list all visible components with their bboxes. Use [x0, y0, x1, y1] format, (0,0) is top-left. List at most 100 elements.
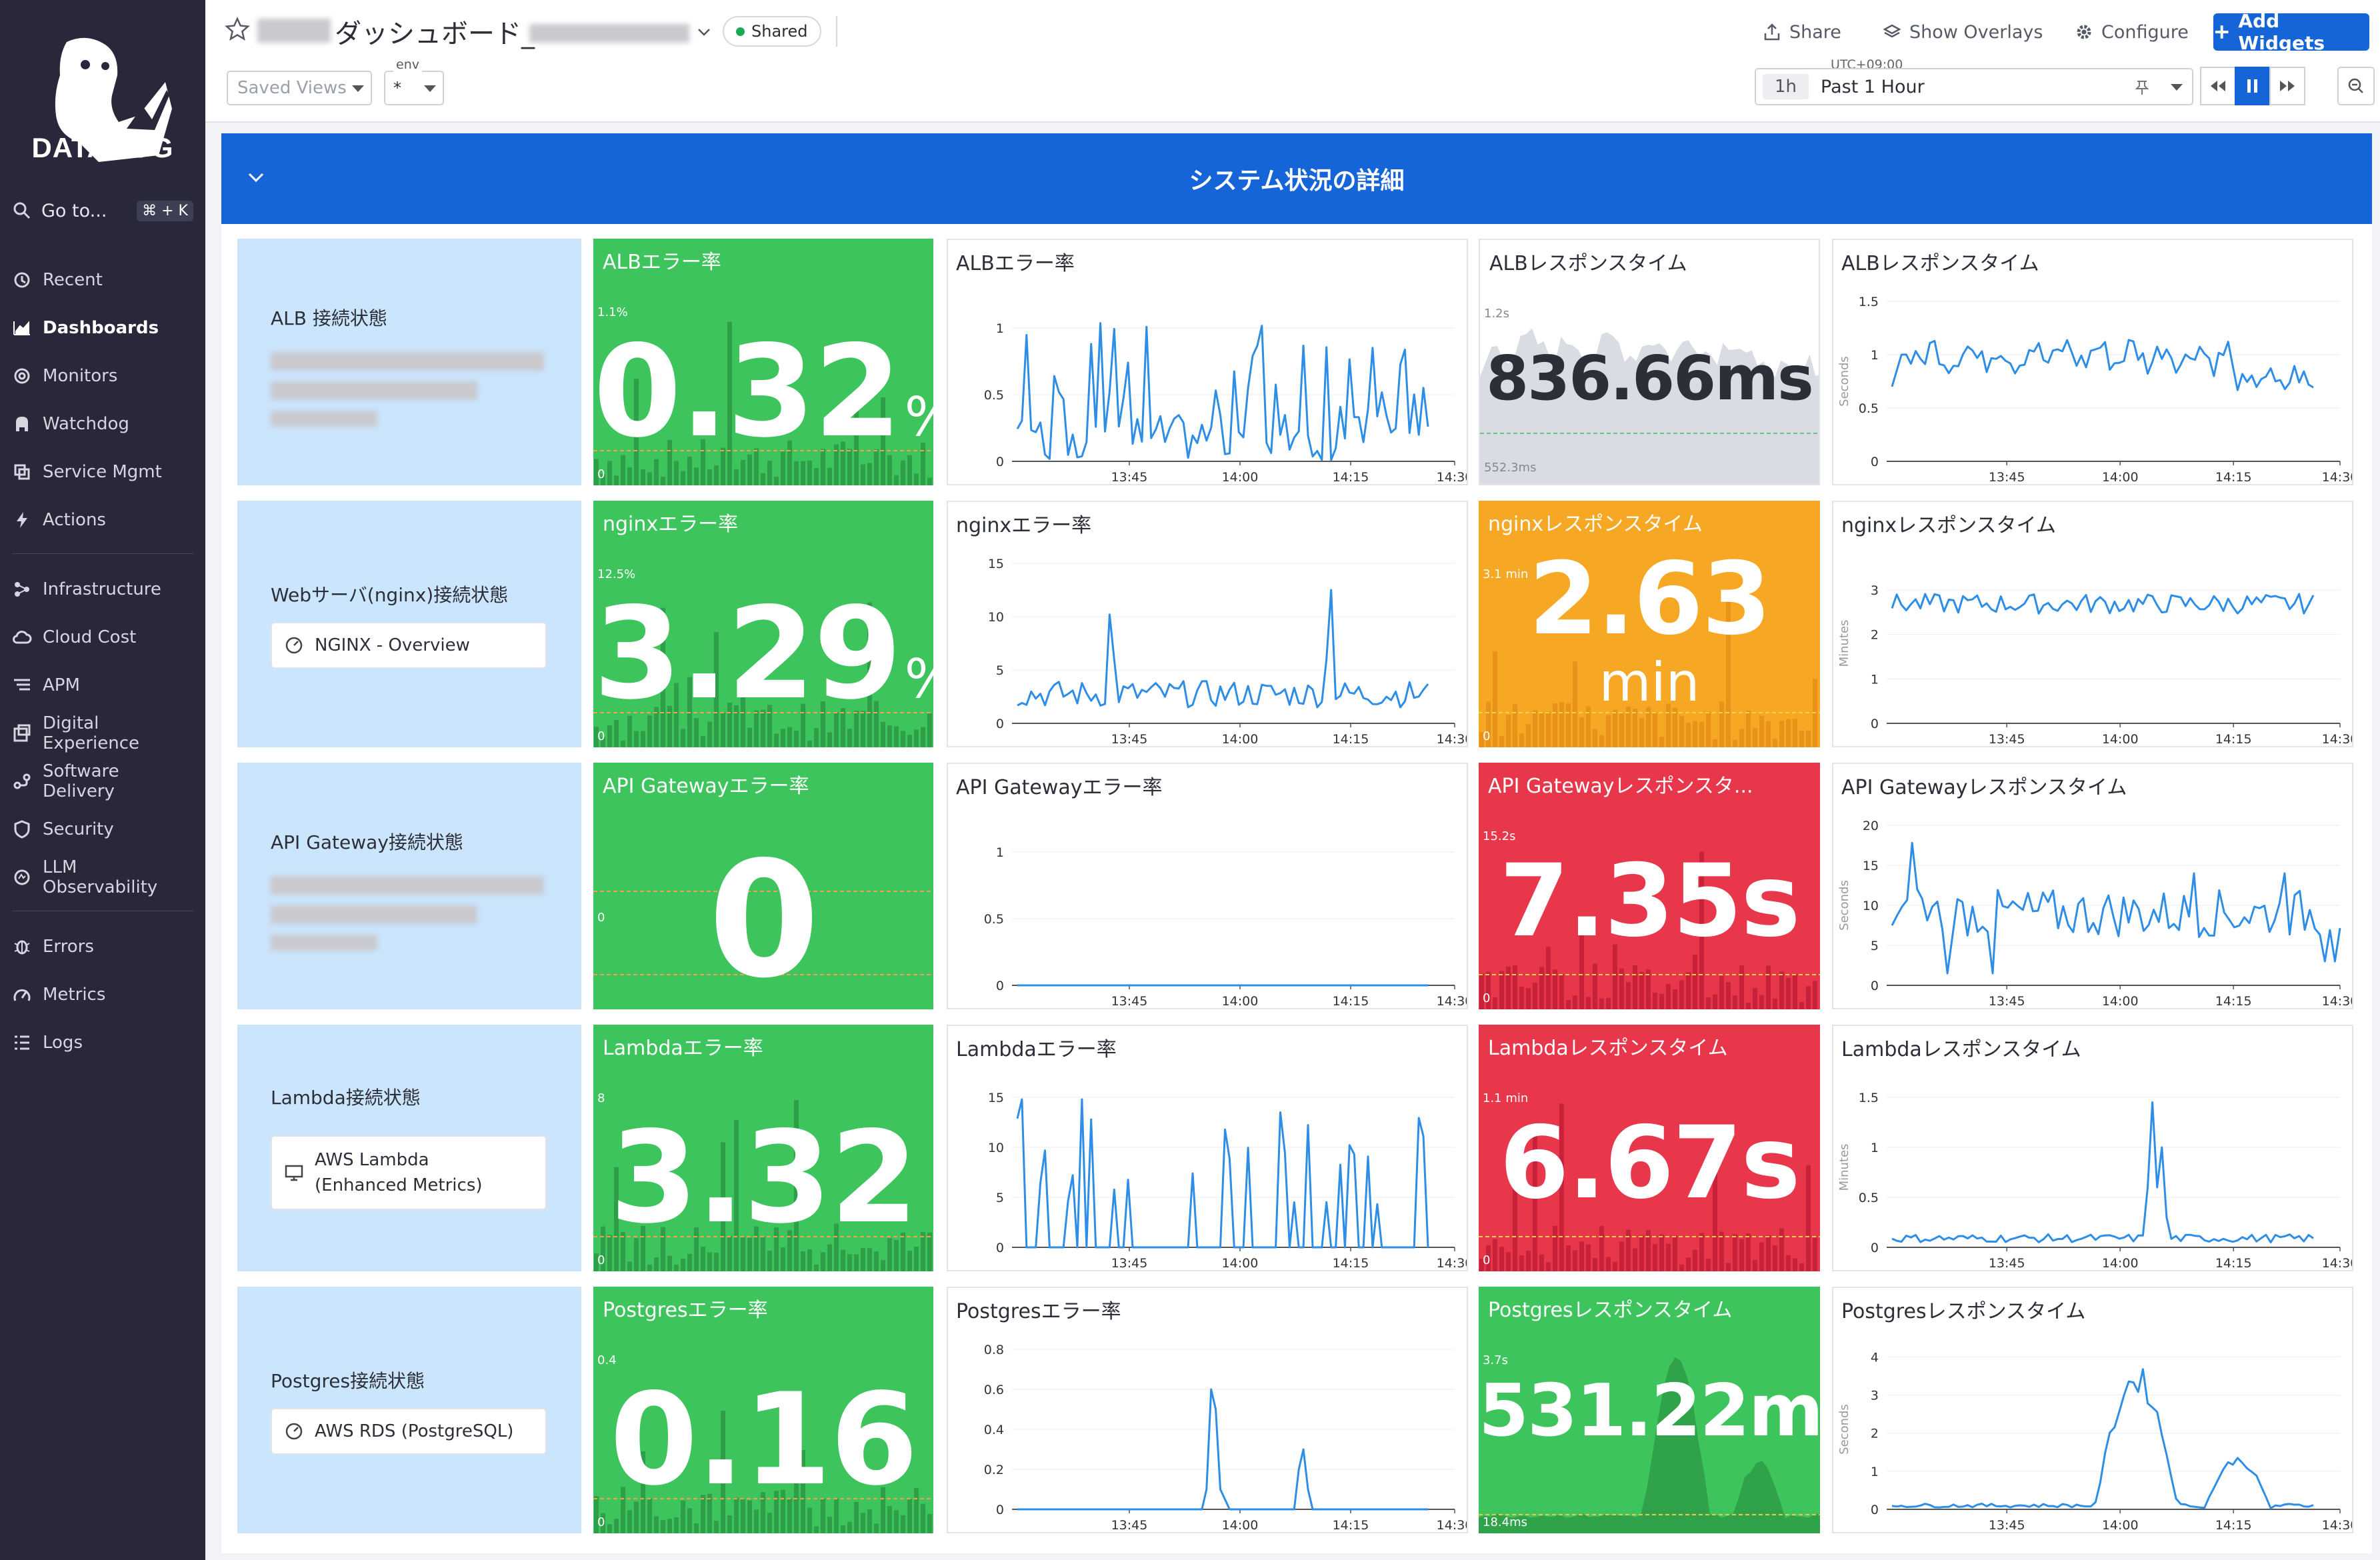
query-value-widget[interactable]: Postgresレスポンスタイム 3.7s 18.4ms 531.22ms [1479, 1287, 1820, 1533]
series-line[interactable] [1891, 1368, 2314, 1509]
widget-title[interactable]: Lambdaエラー率 [956, 1038, 1117, 1061]
sidebar-item-infrastructure[interactable]: Infrastructure [12, 571, 193, 608]
timeseries-widget[interactable]: API Gatewayレスポンスタイム 20 15 10 5 0 Seconds 13:45 1… [1832, 763, 2353, 1009]
widget-title[interactable]: API Gatewayレスポンスタイム [1841, 776, 2127, 799]
series-line[interactable] [1891, 841, 2341, 975]
sidebar-item-digital-experience[interactable]: Digital Experience [12, 713, 193, 753]
query-value-widget[interactable]: ALBレスポンスタイム 1.2s 552.3ms 836.66ms [1479, 239, 1820, 485]
query-value-widget[interactable]: Lambdaエラー率 8 0 3.32 [593, 1025, 933, 1271]
chevron-down-icon[interactable] [696, 25, 712, 39]
sidebar-item-security[interactable]: Security [12, 811, 193, 848]
datadog-logo-icon[interactable] [20, 12, 187, 172]
widget-title[interactable]: nginxレスポンスタイム [1488, 513, 1703, 536]
timeseries-widget[interactable]: Postgresエラー率 0.8 0.6 0.4 0.2 0 13:45 14:00 14:15… [947, 1287, 1468, 1533]
sidebar-item-dashboards[interactable]: Dashboards [12, 309, 193, 347]
widget-title[interactable]: ALBレスポンスタイム [1489, 252, 1687, 275]
saved-views-select[interactable]: Saved Views [227, 71, 372, 105]
note-link-button[interactable]: AWS RDS (PostgreSQL) [271, 1408, 547, 1455]
share-button[interactable]: Share [1763, 17, 1841, 47]
query-value-widget[interactable]: Lambdaレスポンスタイム 1.1 min 0 6.67s [1479, 1025, 1820, 1271]
query-value-widget[interactable]: nginxレスポンスタイム 3.1 min 0 2.63 min [1479, 501, 1820, 747]
timeseries-chart[interactable]: 3 2 1 0 Minutes 13:45 14:00 14:15 14:30 [1833, 502, 2353, 747]
series-line[interactable] [1017, 1388, 1428, 1511]
sparkline-bar [1639, 972, 1644, 1009]
timeseries-chart[interactable]: 15 10 5 0 13:45 14:00 14:15 14:30 [948, 1026, 1468, 1271]
timeseries-widget[interactable]: nginxレスポンスタイム 3 2 1 0 Minutes 13:45 14:00 14:15 1… [1832, 501, 2353, 747]
widget-title[interactable]: API Gatewayエラー率 [603, 775, 809, 798]
show-overlays-button[interactable]: Show Overlays [1883, 17, 2043, 47]
star-icon[interactable] [224, 16, 251, 43]
widget-title[interactable]: Postgresレスポンスタイム [1488, 1299, 1733, 1322]
sidebar-item-llm-observability[interactable]: LLM Observability [12, 857, 193, 897]
widget-title[interactable]: nginxレスポンスタイム [1841, 514, 2056, 537]
widget-title[interactable]: Postgresエラー率 [603, 1299, 768, 1322]
widget-title[interactable]: Lambdaレスポンスタイム [1488, 1037, 1728, 1060]
widget-title[interactable]: Postgresエラー率 [956, 1300, 1121, 1323]
series-line[interactable] [1891, 339, 2314, 391]
sidebar-item-recent[interactable]: Recent [12, 261, 193, 299]
widget-title[interactable]: ALBエラー率 [956, 252, 1075, 275]
sidebar-item-actions[interactable]: Actions [12, 501, 193, 539]
note-link-button[interactable]: AWS Lambda (Enhanced Metrics) [271, 1135, 547, 1210]
sidebar-item-software-delivery[interactable]: Software Delivery [12, 761, 193, 801]
timeseries-widget[interactable]: ALBレスポンスタイム 1.5 1 0.5 0 Seconds 13:45 14:00 14:1… [1832, 239, 2353, 485]
series-line[interactable] [1016, 322, 1429, 461]
widget-title[interactable]: Lambdaレスポンスタイム [1841, 1038, 2081, 1061]
series-line[interactable] [1891, 1101, 2314, 1243]
sidebar-item-metrics[interactable]: Metrics [12, 976, 193, 1013]
widget-title[interactable]: nginxエラー率 [603, 513, 739, 536]
forward-button[interactable] [2269, 67, 2305, 105]
chevron-down-icon[interactable] [244, 165, 268, 189]
series-line[interactable] [1891, 593, 2315, 615]
rewind-button[interactable] [2200, 67, 2236, 105]
timeseries-chart[interactable]: 20 15 10 5 0 Seconds 13:45 14:00 14:15 14:30 [1833, 764, 2353, 1009]
query-value-widget[interactable]: API Gatewayレスポンスタ... 15.2s 0 7.35s [1479, 763, 1820, 1009]
timeseries-chart[interactable]: 4 3 2 1 0 Seconds 13:45 14:00 14:15 14:30 [1833, 1288, 2353, 1533]
env-select[interactable]: * [384, 71, 444, 105]
sidebar-item-service-mgmt[interactable]: Service Mgmt [12, 453, 193, 491]
configure-button[interactable]: Configure [2075, 17, 2189, 47]
time-picker[interactable]: 1h Past 1 Hour [1755, 68, 2193, 105]
sidebar-item-errors[interactable]: Errors [12, 928, 193, 965]
timeseries-chart[interactable]: 1.5 1 0.5 0 Seconds 13:45 14:00 14:15 14:30 [1833, 240, 2353, 485]
timeseries-widget[interactable]: nginxエラー率 15 10 5 0 13:45 14:00 14:15 14:30 [947, 501, 1468, 747]
timeseries-widget[interactable]: Lambdaレスポンスタイム 1.5 1 0.5 0 Minutes 13:45 14:00 1… [1832, 1025, 2353, 1271]
goto-search[interactable]: Go to... ⌘ + K [12, 195, 193, 227]
timeseries-chart[interactable]: 1.5 1 0.5 0 Minutes 13:45 14:00 14:15 14:30 [1833, 1026, 2353, 1271]
timeseries-chart[interactable]: 1 0.5 0 13:45 14:00 14:15 14:30 [948, 240, 1468, 485]
pause-button[interactable] [2235, 67, 2271, 105]
widget-title[interactable]: Lambdaエラー率 [603, 1037, 763, 1060]
series-line[interactable] [1017, 589, 1429, 709]
pin-icon[interactable] [2133, 79, 2151, 96]
note-link-button[interactable]: NGINX - Overview [271, 622, 547, 669]
zoom-out-button[interactable] [2337, 67, 2375, 105]
timeseries-widget[interactable]: ALBエラー率 1 0.5 0 13:45 14:00 14:15 14:30 [947, 239, 1468, 485]
widget-title[interactable]: Postgresレスポンスタイム [1841, 1300, 2086, 1323]
widget-title[interactable]: API Gatewayレスポンスタ... [1488, 775, 1753, 798]
timeseries-chart[interactable]: 15 10 5 0 13:45 14:00 14:15 14:30 [948, 502, 1468, 747]
dashboard-title[interactable]: ダッシュボード_ [335, 19, 535, 49]
group-header[interactable]: システム状況の詳細 [221, 133, 2372, 224]
timeseries-widget[interactable]: API Gatewayエラー率 1 0.5 0 13:45 14:00 14:15 14:30 [947, 763, 1468, 1009]
shared-badge[interactable]: Shared [723, 16, 821, 47]
timeseries-widget[interactable]: Postgresレスポンスタイム 4 3 2 1 0 Seconds 13:45 14:00 14… [1832, 1287, 2353, 1533]
query-value-widget[interactable]: API Gatewayエラー率 0 0 [593, 763, 933, 1009]
sidebar-item-apm[interactable]: APM [12, 667, 193, 704]
timeseries-chart[interactable]: 1 0.5 0 13:45 14:00 14:15 14:30 [948, 764, 1468, 1009]
add-widgets-button[interactable]: Add Widgets [2213, 10, 2369, 54]
series-line[interactable] [1016, 1098, 1429, 1249]
timeseries-widget[interactable]: Lambdaエラー率 15 10 5 0 13:45 14:00 14:15 14:30 [947, 1025, 1468, 1271]
widget-title[interactable]: ALBレスポンスタイム [1841, 252, 2039, 275]
sidebar-item-logs[interactable]: Logs [12, 1024, 193, 1061]
sidebar-item-monitors[interactable]: Monitors [12, 357, 193, 395]
sidebar-item-cloud-cost[interactable]: Cloud Cost [12, 619, 193, 656]
widget-title[interactable]: ALBエラー率 [603, 251, 721, 274]
query-value-widget[interactable]: Postgresエラー率 0.4 0 0.16 [593, 1287, 933, 1533]
timeseries-chart[interactable]: 0.8 0.6 0.4 0.2 0 13:45 14:00 14:15 14:30 [948, 1288, 1468, 1533]
widget-title[interactable]: API Gatewayエラー率 [956, 776, 1163, 799]
caret-down-icon[interactable] [2171, 84, 2183, 91]
sidebar-item-watchdog[interactable]: Watchdog [12, 405, 193, 443]
widget-title[interactable]: nginxエラー率 [956, 514, 1092, 537]
